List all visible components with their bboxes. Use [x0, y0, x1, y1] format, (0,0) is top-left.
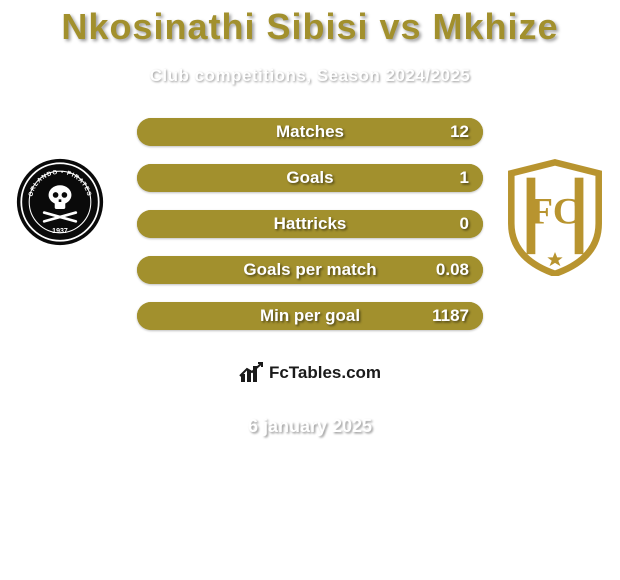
subtitle: Club competitions, Season 2024/2025	[0, 66, 620, 86]
stat-row: Goals per match0.08	[137, 256, 483, 284]
badge-year: 1937	[52, 228, 68, 235]
player-right-oval	[506, 116, 616, 144]
stat-fill-right	[137, 118, 483, 146]
player-left-oval	[4, 116, 114, 144]
comparison-content: ORLANDO • PIRATES 1937 FC Matches12 Goals…	[0, 118, 620, 437]
stat-value-right: 0.08	[436, 260, 469, 280]
page-title: Nkosinathi Sibisi vs Mkhize	[0, 0, 620, 48]
stat-row: Matches12	[137, 118, 483, 146]
date-text: 6 january 2025	[248, 416, 372, 436]
svg-text:FC: FC	[530, 192, 580, 233]
orlando-pirates-badge: ORLANDO • PIRATES 1937	[16, 158, 104, 246]
date-label: 6 january 2025	[0, 416, 620, 437]
team-left-badge-wrap: ORLANDO • PIRATES 1937	[16, 158, 104, 251]
cape-town-city-badge: FC	[500, 158, 610, 276]
stat-rows: Matches12 Goals1 Hattricks0 Goals per match…	[137, 118, 483, 330]
stat-value-right: 12	[450, 122, 469, 142]
stat-value-right: 0	[460, 214, 469, 234]
stat-fill-right	[137, 256, 483, 284]
stat-fill-right	[137, 210, 483, 238]
stat-row: Min per goal1187	[137, 302, 483, 330]
bar-chart-icon	[239, 362, 265, 384]
title-text: Nkosinathi Sibisi vs Mkhize	[61, 6, 558, 47]
stat-value-right: 1187	[432, 306, 469, 326]
team-right-badge-wrap: FC	[500, 158, 610, 281]
attribution-badge[interactable]: FcTables.com	[202, 350, 418, 396]
stat-fill-right	[137, 164, 483, 192]
subtitle-text: Club competitions, Season 2024/2025	[150, 66, 471, 85]
stat-row: Hattricks0	[137, 210, 483, 238]
stat-value-right: 1	[460, 168, 469, 188]
stat-row: Goals1	[137, 164, 483, 192]
attribution-text: FcTables.com	[269, 363, 381, 383]
